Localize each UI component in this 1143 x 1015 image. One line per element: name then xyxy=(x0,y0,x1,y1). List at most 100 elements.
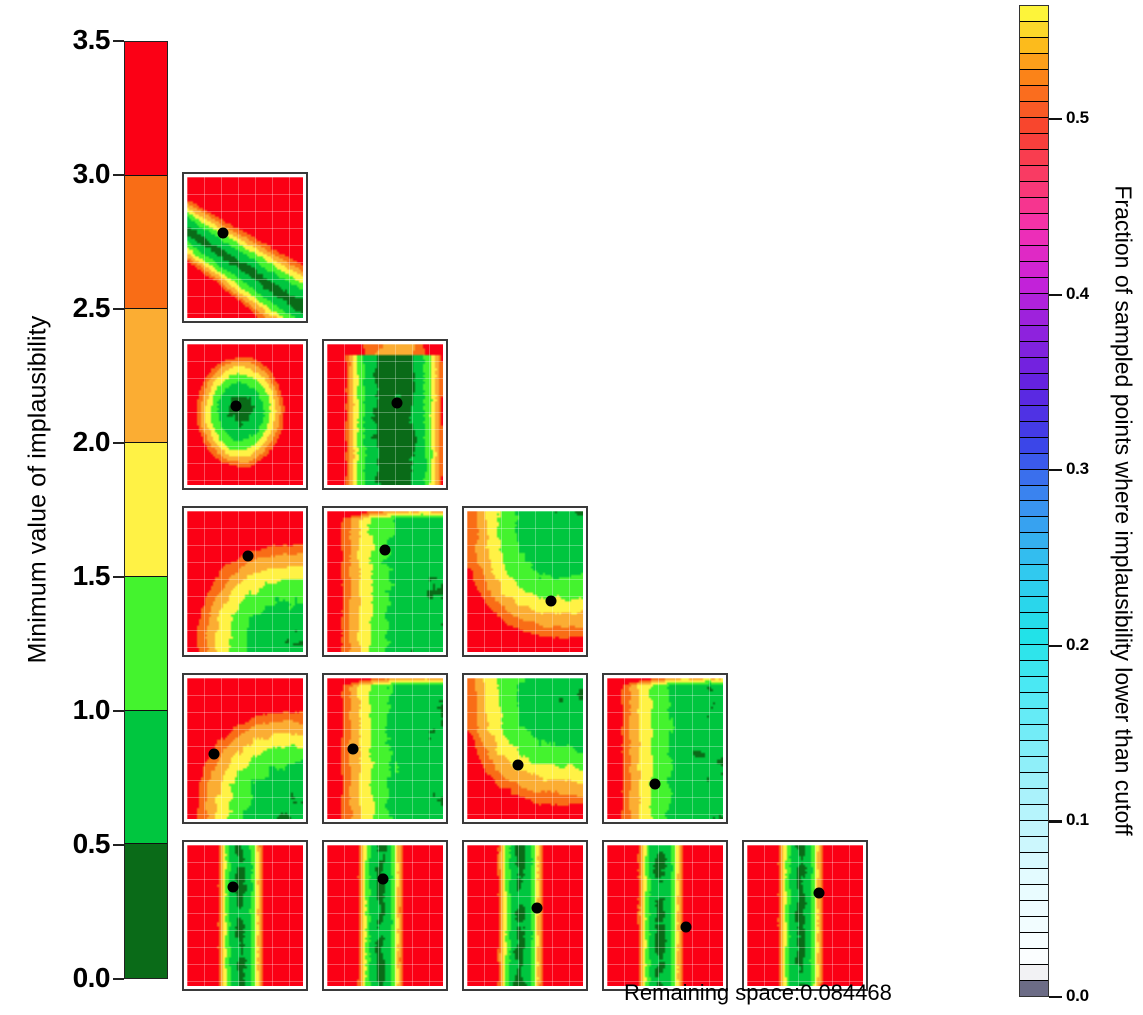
tick-label: 3.0 xyxy=(72,158,111,189)
pairplot-panel-vcmax-sla[interactable] xyxy=(182,172,308,323)
fraction-band xyxy=(1020,884,1048,901)
pairplot-panel-sla-q10[interactable] xyxy=(322,840,448,991)
contour-field xyxy=(187,177,303,318)
tick-mark xyxy=(1049,469,1062,472)
implausibility-band xyxy=(125,42,167,176)
fraction-band xyxy=(1020,916,1048,933)
best-fit-marker xyxy=(242,550,254,562)
implausibility-band xyxy=(125,576,167,711)
panel-plot-area xyxy=(607,678,723,819)
pairplot-panel-sla-lagecrit[interactable] xyxy=(322,339,448,490)
tick-label: 0.5 xyxy=(72,828,111,859)
tick-mark xyxy=(113,308,124,311)
fraction-band xyxy=(1020,212,1048,229)
pairplot-panel-lagecrit-rootprof[interactable] xyxy=(462,673,588,824)
pairplot-panel-lagecrit-q10[interactable] xyxy=(462,840,588,991)
tick-mark xyxy=(113,40,124,43)
tick-label: 0.3 xyxy=(1066,459,1089,479)
best-fit-marker xyxy=(680,921,692,933)
tick-mark xyxy=(113,844,124,847)
tick-label: 0.1 xyxy=(1066,810,1089,830)
fraction-band xyxy=(1020,228,1048,245)
fraction-band xyxy=(1020,484,1048,501)
fraction-band xyxy=(1020,260,1048,277)
fraction-band xyxy=(1020,196,1048,213)
panel-plot-area xyxy=(607,845,723,986)
fraction-band xyxy=(1020,804,1048,821)
best-fit-marker xyxy=(379,544,391,556)
fraction-band xyxy=(1020,644,1048,661)
fraction-band xyxy=(1020,532,1048,549)
tick-label: 0.2 xyxy=(1066,634,1089,654)
best-fit-marker xyxy=(512,759,524,771)
fraction-band xyxy=(1020,276,1048,293)
tick-label: 0.0 xyxy=(1066,986,1089,1005)
panel-plot-area xyxy=(747,845,863,986)
panel-plot-area xyxy=(327,511,443,652)
pairplot-panel-sla-rootprof[interactable] xyxy=(322,673,448,824)
fraction-band xyxy=(1020,788,1048,805)
tick-label: 0.5 xyxy=(1066,108,1089,128)
best-fit-marker xyxy=(531,902,543,914)
tick-mark xyxy=(113,978,124,981)
pairplot-panel-vcmax-rootprof[interactable] xyxy=(182,673,308,824)
remaining-space-caption: Remaining space:0.084468 xyxy=(624,980,892,1005)
fraction-band xyxy=(1020,660,1048,677)
fraction-band xyxy=(1020,740,1048,757)
fraction-band xyxy=(1020,676,1048,693)
tick-mark xyxy=(1049,293,1062,296)
pairplot-panel-evapres-rootprof[interactable] xyxy=(602,673,728,824)
fraction-band xyxy=(1020,292,1048,309)
pairplot-panel-evapres-q10[interactable] xyxy=(602,840,728,991)
tick-mark xyxy=(1049,118,1062,121)
fraction-band xyxy=(1020,452,1048,469)
fraction-band xyxy=(1020,324,1048,341)
fraction-band xyxy=(1020,164,1048,181)
best-fit-marker xyxy=(227,881,239,893)
tick-mark xyxy=(1049,644,1062,648)
fraction-colorbar xyxy=(1019,5,1049,997)
contour-field xyxy=(467,678,583,819)
fraction-band xyxy=(1020,84,1048,101)
fraction-band xyxy=(1020,436,1048,453)
fraction-band xyxy=(1020,148,1048,165)
fraction-band xyxy=(1020,980,1048,996)
fraction-band xyxy=(1020,68,1048,85)
fraction-band xyxy=(1020,580,1048,597)
pairplot-panel-lagecrit-evapres[interactable] xyxy=(462,506,588,657)
fraction-band xyxy=(1020,100,1048,117)
right-axis-label: Fraction of sampled points where implaus… xyxy=(1110,185,1137,836)
fraction-colorbar-ticks: 0.0 0.1 0.2 0.3 0.4 0.5 xyxy=(1049,0,1143,1015)
contour-field xyxy=(467,511,583,652)
fraction-band xyxy=(1020,180,1048,197)
pairplot-panel-vcmax-evapres[interactable] xyxy=(182,506,308,657)
fraction-band xyxy=(1020,756,1048,773)
pairplot-panel-rootprof-q10[interactable] xyxy=(742,840,868,991)
fraction-band xyxy=(1020,612,1048,629)
fraction-band xyxy=(1020,132,1048,149)
panel-plot-area xyxy=(187,177,303,318)
fraction-band xyxy=(1020,852,1048,869)
fraction-band xyxy=(1020,900,1048,917)
best-fit-marker xyxy=(545,595,557,607)
fraction-band xyxy=(1020,52,1048,69)
pairplot-panel-vcmax-q10[interactable] xyxy=(182,840,308,991)
panel-plot-area xyxy=(327,678,443,819)
fraction-band xyxy=(1020,468,1048,485)
pairplot-panel-vcmax-lagecrit[interactable] xyxy=(182,339,308,490)
contour-field xyxy=(327,344,443,485)
contour-field xyxy=(187,344,303,485)
tick-label: 0.4 xyxy=(1066,283,1089,303)
best-fit-marker xyxy=(649,778,661,790)
fraction-band xyxy=(1020,308,1048,325)
implausibility-band xyxy=(125,844,167,978)
implausibility-colorbar xyxy=(124,41,168,979)
tick-label: 2.0 xyxy=(72,426,111,457)
contour-field xyxy=(327,511,443,652)
tick-mark xyxy=(113,174,124,177)
panel-plot-area xyxy=(187,678,303,819)
panel-plot-area xyxy=(467,678,583,819)
pairplot-panel-sla-evapres[interactable] xyxy=(322,506,448,657)
panel-plot-area xyxy=(187,845,303,986)
fraction-band xyxy=(1020,516,1048,533)
